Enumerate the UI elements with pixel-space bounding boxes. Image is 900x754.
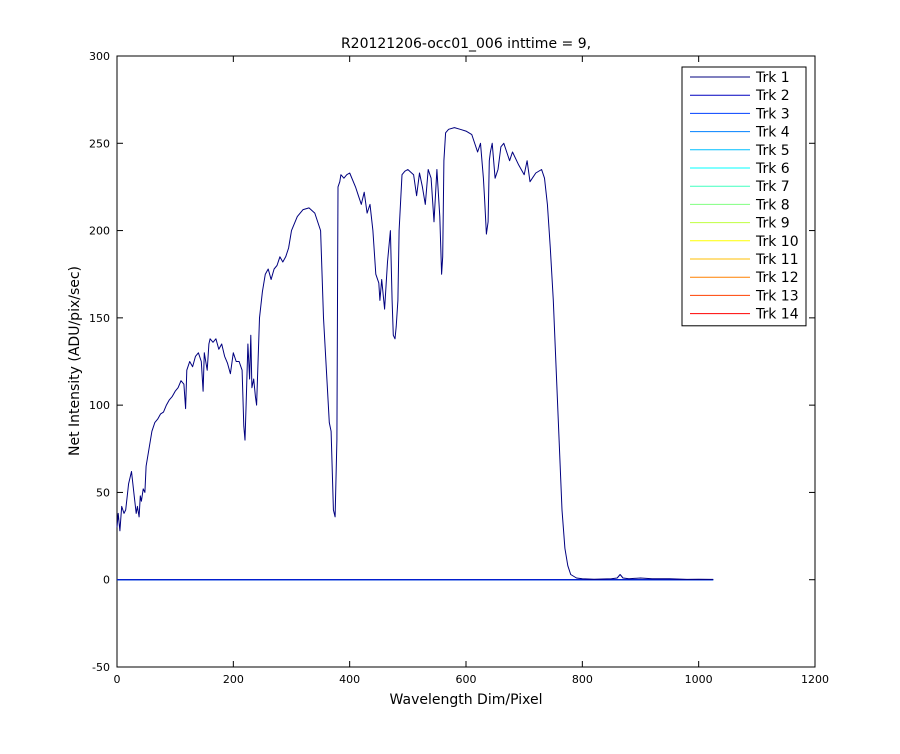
legend-label: Trk 13 [755, 288, 799, 304]
legend-label: Trk 10 [755, 234, 799, 250]
legend-label: Trk 12 [755, 270, 799, 286]
y-tick-label: 200 [89, 225, 110, 238]
legend-label: Trk 7 [755, 179, 790, 195]
legend: Trk 1 Trk 2 Trk 3 Trk 4 Trk 5 Trk 6 Trk 7 Trk 8… [681, 66, 807, 327]
y-tick-label: 50 [96, 486, 110, 499]
x-tick-label: 0 [114, 673, 121, 686]
x-tick-label: 200 [223, 673, 244, 686]
x-axis-label: Wavelength Dim/Pixel [390, 692, 543, 708]
legend-label: Trk 3 [755, 106, 790, 122]
y-tick-label: 0 [103, 574, 110, 587]
y-tick-label: -50 [92, 661, 110, 674]
legend-label: Trk 4 [755, 125, 790, 141]
x-tick-label: 800 [572, 673, 593, 686]
y-tick-label: 300 [89, 50, 110, 63]
axis-ticks: 0 200 400 600 800 1000 1200 -50 0 50 100 150 200 250 3… [89, 50, 829, 686]
y-axis-label: Net Intensity (ADU/pix/sec) [67, 266, 83, 456]
legend-label: Trk 9 [755, 216, 790, 232]
legend-label: Trk 8 [755, 197, 790, 213]
x-tick-label: 600 [456, 673, 477, 686]
y-tick-label: 150 [89, 312, 110, 325]
legend-label: Trk 1 [755, 70, 790, 86]
x-tick-label: 400 [339, 673, 360, 686]
x-tick-label: 1200 [801, 673, 829, 686]
legend-box [681, 66, 807, 327]
legend-label: Trk 11 [755, 252, 799, 268]
series-line-1 [116, 127, 714, 580]
chart-title: R20121206-occ01_006 inttime = 9, [341, 36, 591, 52]
y-tick-label: 250 [89, 137, 110, 150]
x-tick-label: 1000 [685, 673, 713, 686]
legend-label: Trk 14 [755, 307, 799, 323]
legend-label: Trk 6 [755, 161, 790, 177]
legend-label: Trk 5 [755, 143, 790, 159]
y-tick-label: 100 [89, 399, 110, 412]
series-layer [116, 127, 714, 581]
legend-label: Trk 2 [755, 88, 790, 104]
